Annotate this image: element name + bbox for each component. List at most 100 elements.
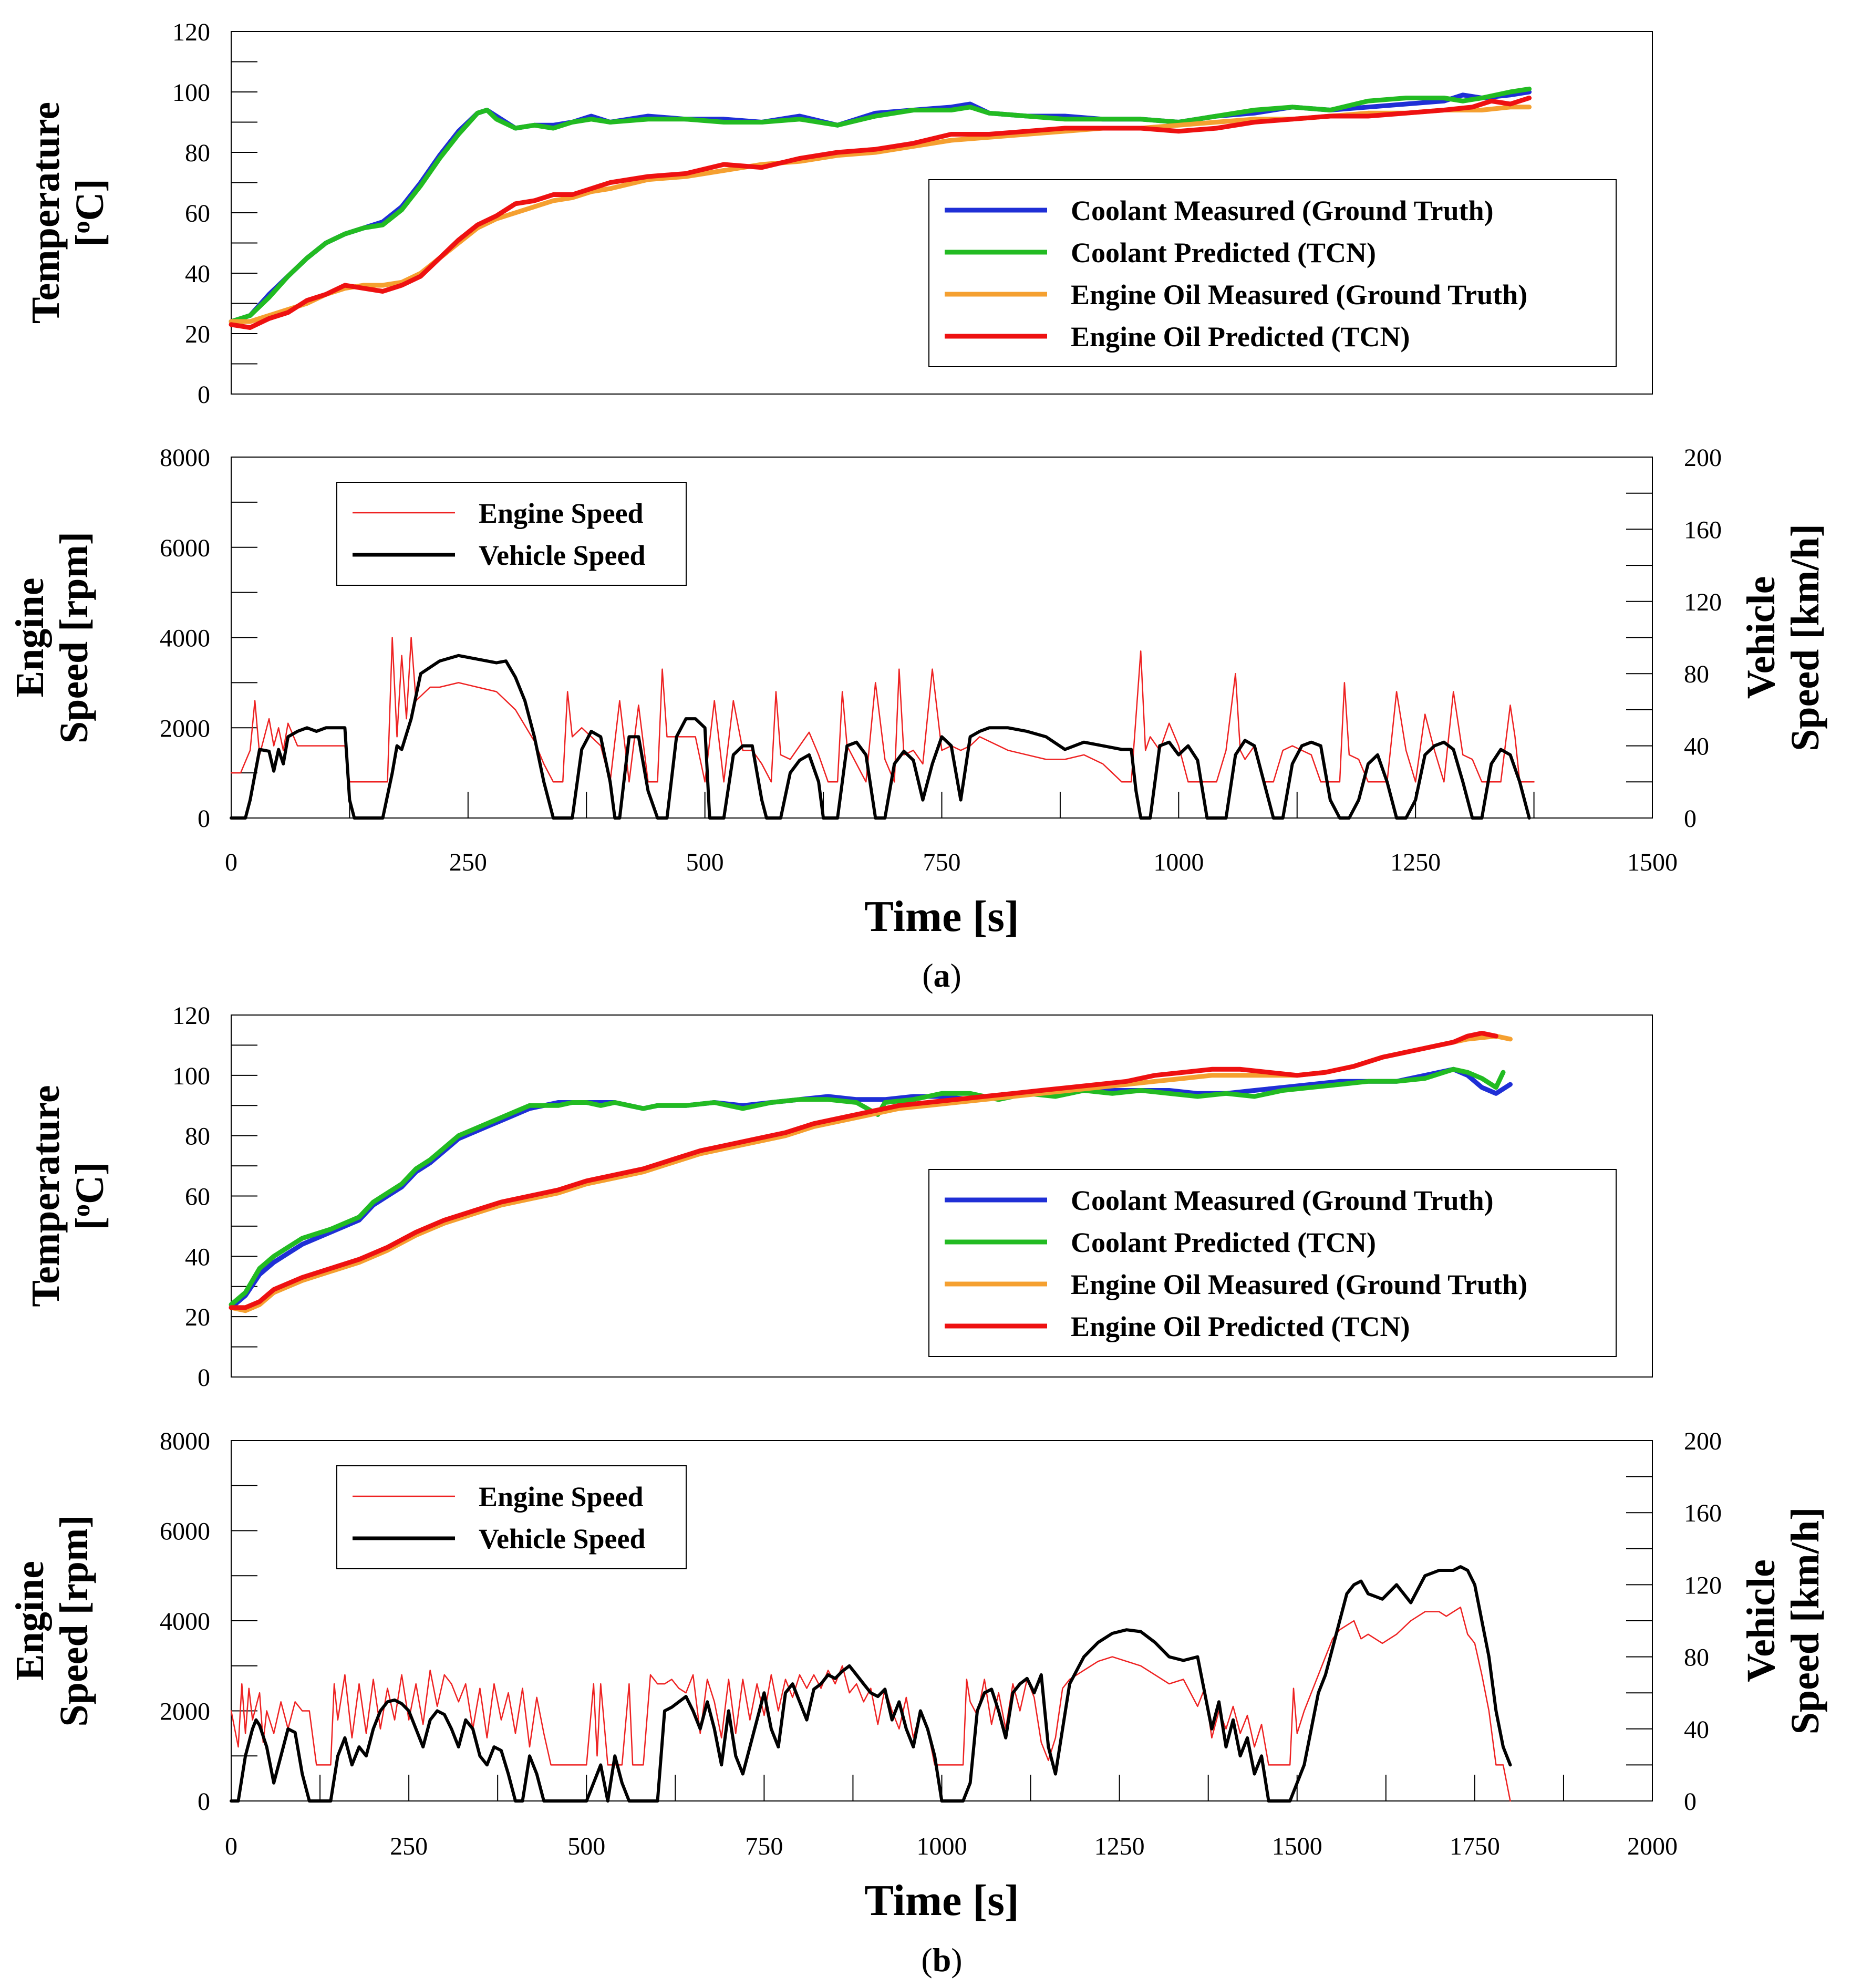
temperature-axis-label-line2: [oC] <box>67 179 112 247</box>
engine-speed-ytick-label: 8000 <box>160 444 210 472</box>
temperature-plot: 0 20 40 60 80 100 120 Coolant Measured (Ground … <box>172 18 1653 409</box>
engine-speed-ytick-label: 6000 <box>160 1518 210 1546</box>
speed-series-engine-speed <box>230 637 1535 783</box>
engine-speed-ytick-label: 2000 <box>160 715 210 742</box>
xtick-label: 500 <box>567 1832 605 1860</box>
temperature-legend-label: Engine Oil Predicted (TCN) <box>1071 321 1410 353</box>
x-axis-label: Time [s] <box>864 892 1019 941</box>
xtick-label: 750 <box>923 848 961 876</box>
temperature-ytick-label: 20 <box>185 1303 210 1331</box>
vehicle-speed-axis-label: Vehicle Speed [km/h] <box>1739 1507 1827 1735</box>
speed-series-engine-speed <box>230 1607 1511 1802</box>
temperature-axis-label-line1: Temperature <box>24 102 68 324</box>
temperature-series-oil-predicted <box>229 1031 1498 1310</box>
engine-speed-ytick-label: 0 <box>198 805 210 833</box>
vehicle-speed-ytick-label: 200 <box>1684 1427 1722 1455</box>
temperature-legend-label: Coolant Predicted (TCN) <box>1071 1227 1376 1258</box>
temperature-ytick-label: 60 <box>185 200 210 227</box>
xtick-label: 1250 <box>1390 848 1441 876</box>
temperature-series-oil-predicted <box>229 96 1532 330</box>
engine-speed-ytick-label: 8000 <box>160 1427 210 1455</box>
engine-speed-ytick-label: 0 <box>198 1788 210 1816</box>
engine-speed-ytick-label: 2000 <box>160 1698 210 1726</box>
temperature-legend: Coolant Measured (Ground Truth) Coolant P… <box>928 179 1617 367</box>
temperature-ytick-label: 0 <box>198 1364 210 1392</box>
speed-legend-label: Vehicle Speed <box>479 1523 646 1555</box>
vehicle-speed-ytick-label: 40 <box>1684 733 1709 761</box>
xtick-label: 250 <box>449 848 487 876</box>
vehicle-speed-axis-label-line2: Speed [km/h] <box>1783 1507 1827 1735</box>
xtick-label: 250 <box>390 1832 428 1860</box>
engine-speed-axis-label: Engine Speed [rpm] <box>8 1515 96 1726</box>
speed-legend-label: Engine Speed <box>479 1481 644 1513</box>
temperature-axis-label-line1: Temperature <box>24 1085 68 1307</box>
vehicle-speed-ytick-label: 40 <box>1684 1716 1709 1744</box>
speed-legend-box <box>336 482 687 586</box>
xtick-label: 1000 <box>1153 848 1204 876</box>
panel-b: 0 20 40 60 80 100 120 Coolant Measured (Ground … <box>160 1002 1722 1979</box>
panel-caption: (a) <box>922 957 961 994</box>
temperature-ytick-label: 60 <box>185 1183 210 1211</box>
xtick-label: 1000 <box>917 1832 967 1860</box>
temperature-legend: Coolant Measured (Ground Truth) Coolant P… <box>928 1169 1617 1357</box>
temperature-ytick-label: 80 <box>185 139 210 167</box>
vehicle-speed-ytick-label: 0 <box>1684 805 1697 833</box>
engine-speed-ytick-label: 6000 <box>160 534 210 562</box>
vehicle-speed-ytick-label: 160 <box>1684 516 1722 544</box>
speed-series-vehicle-speed <box>230 1565 1512 1803</box>
vehicle-speed-ytick-label: 120 <box>1684 588 1722 616</box>
speed-series-vehicle-speed <box>230 654 1531 820</box>
temperature-legend-label: Engine Oil Measured (Ground Truth) <box>1071 1269 1527 1300</box>
engine-speed-axis-label-line1: Engine <box>8 1561 52 1681</box>
x-axis-label: Time [s] <box>864 1876 1019 1925</box>
temperature-series-coolant-predicted <box>229 86 1532 324</box>
temperature-legend-label: Coolant Measured (Ground Truth) <box>1071 195 1494 226</box>
temperature-legend-label: Engine Oil Measured (Ground Truth) <box>1071 279 1527 310</box>
xtick-label: 0 <box>225 1832 237 1860</box>
temperature-legend-label: Coolant Predicted (TCN) <box>1071 237 1376 268</box>
xtick-label: 500 <box>686 848 724 876</box>
vehicle-speed-ytick-label: 80 <box>1684 1644 1709 1672</box>
vehicle-speed-axis-label-line1: Vehicle <box>1739 576 1783 699</box>
temperature-ytick-label: 80 <box>185 1123 210 1151</box>
vehicle-speed-ytick-label: 200 <box>1684 444 1722 472</box>
temperature-ytick-label: 100 <box>172 1062 210 1090</box>
speed-legend-label: Engine Speed <box>479 498 644 529</box>
temperature-legend-label: Engine Oil Predicted (TCN) <box>1071 1311 1410 1342</box>
engine-speed-axis-label-line2: Speed [rpm] <box>52 1515 96 1726</box>
panel-caption: (b) <box>921 1941 962 1979</box>
vehicle-speed-ytick-label: 120 <box>1684 1571 1722 1599</box>
temperature-ytick-label: 40 <box>185 1243 210 1271</box>
temperature-legend-label: Coolant Measured (Ground Truth) <box>1071 1185 1494 1216</box>
temperature-axis-label: Temperature [oC] <box>24 1085 112 1307</box>
xtick-label: 1250 <box>1094 1832 1145 1860</box>
temperature-ytick-label: 20 <box>185 320 210 348</box>
temperature-ytick-label: 40 <box>185 260 210 288</box>
temperature-series-coolant-predicted <box>229 1067 1506 1307</box>
temperature-plot: 0 20 40 60 80 100 120 Coolant Measured (Ground … <box>172 1002 1653 1392</box>
temperature-ytick-label: 0 <box>198 381 210 409</box>
engine-speed-axis-label-line2: Speed [rpm] <box>52 532 96 743</box>
vehicle-speed-axis-label: Vehicle Speed [km/h] <box>1739 524 1827 751</box>
speed-legend: Engine Speed Vehicle Speed <box>336 482 687 586</box>
xtick-label: 2000 <box>1627 1832 1678 1860</box>
temperature-ytick-label: 120 <box>172 18 210 46</box>
xtick-label: 0 <box>225 848 237 876</box>
engine-speed-ytick-label: 4000 <box>160 1608 210 1635</box>
temperature-axis-label-line2: [oC] <box>67 1162 112 1230</box>
panel-a: 0 20 40 60 80 100 120 Coolant Measured (Ground … <box>160 18 1722 994</box>
xtick-label: 1750 <box>1450 1832 1500 1860</box>
vehicle-speed-ytick-label: 160 <box>1684 1499 1722 1527</box>
speed-legend-box <box>336 1465 687 1569</box>
engine-speed-axis-label-line1: Engine <box>8 577 52 697</box>
vehicle-speed-ytick-label: 0 <box>1684 1788 1697 1816</box>
speed-legend: Engine Speed Vehicle Speed <box>336 1465 687 1569</box>
vehicle-speed-axis-label-line1: Vehicle <box>1739 1559 1783 1682</box>
engine-speed-ytick-label: 4000 <box>160 625 210 653</box>
vehicle-speed-axis-label-line2: Speed [km/h] <box>1783 524 1827 751</box>
engine-speed-axis-label: Engine Speed [rpm] <box>8 532 96 743</box>
xtick-label: 1500 <box>1627 848 1678 876</box>
